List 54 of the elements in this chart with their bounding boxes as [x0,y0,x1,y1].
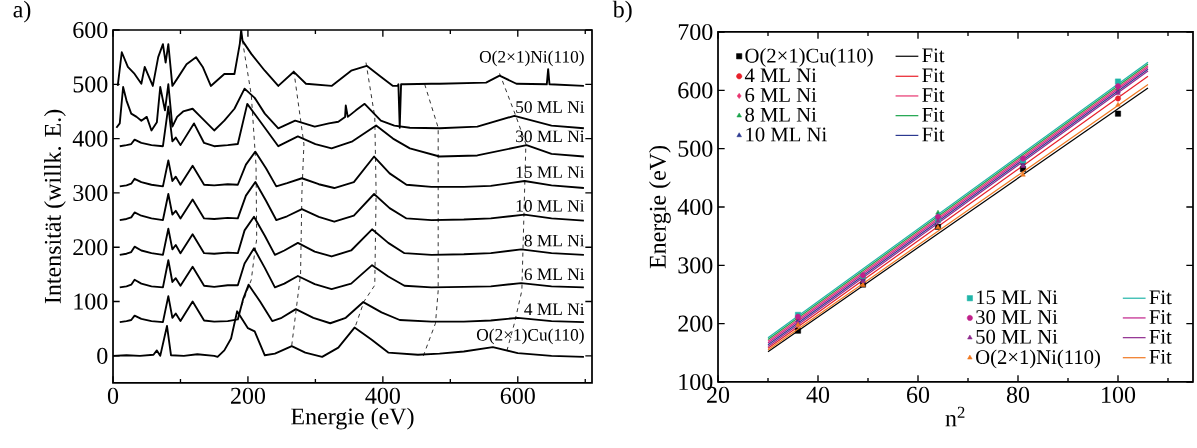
y-tick-label: 100 [74,293,108,310]
y-tick-label: 500 [73,76,108,93]
x-tick-label: 400 [365,387,400,404]
y-tick-label: 500 [678,140,713,157]
y-tick-label: 600 [73,21,108,39]
y-tick-label: 400 [677,198,713,216]
x-axis-title: n$^{2}$ [945,406,965,427]
x-tick-label: 100 [1102,386,1136,403]
legend-label: 50 ML Ni [516,101,585,113]
x-tick-label: 600 [500,387,535,404]
legend-label: 6 ML Ni [745,88,817,102]
x-tick-label: 60 [907,386,930,403]
legend-label: Fit [1149,349,1172,364]
series-label: 15 ML Ni [516,166,585,179]
legend-label: 50 ML Ni [976,329,1058,344]
legend-label: 15 ML Ni [977,290,1058,305]
legend-label: Fit [922,127,945,142]
legend-label: O(2×1)Ni(110) [976,349,1100,369]
legend-label: Fit [922,68,945,83]
series-label: 30 ML Ni [516,130,585,143]
x-tick-label: 200 [230,387,266,404]
y-tick-label: 0 [97,347,108,364]
x-axis-title: Energie (eV) [291,407,414,430]
series-label: O(2×1)Cu(110) [476,328,584,345]
series-label: 8 ML Ni [524,234,585,247]
legend-label: 4 ML Ni [524,303,585,315]
legend-label: Fit [922,107,945,122]
legend-label: Fit [1149,290,1172,305]
y-tick-label: 300 [678,257,713,274]
legend-label: 30 ML Ni [976,310,1058,325]
x-tick-label: 80 [1006,386,1030,403]
legend-label: 4 ML Ni [744,68,817,83]
legend-label: 10 ML Ni [746,127,827,142]
series-label: 6 ML Ni [524,268,585,281]
x-tick-label: 40 [806,386,830,403]
legend-label: O(2×1)Cu(110) [745,48,873,67]
legend-label: 8 ML Ni [745,107,817,122]
y-axis-title: Intensität (willk. E.) [44,109,66,304]
legend-label: Fit [922,48,945,63]
legend-label: 10 ML Ni [516,200,585,212]
y-tick-label: 200 [678,315,713,332]
x-tick-label: 0 [107,387,119,404]
y-tick-label: 300 [73,184,108,201]
legend-label: O(2×1)Ni(110) [479,50,584,67]
y-tick-label: 600 [678,82,713,99]
y-tick-label: 400 [72,130,108,147]
legend-label: Fit [922,88,945,102]
legend-label: Fit [1149,329,1172,344]
y-tick-label: 200 [73,239,108,256]
chart-title: a) [13,0,31,23]
y-axis-title: Energie (eV) [648,145,671,269]
chart-title: b) [612,0,632,23]
legend-label: Fit [1149,310,1172,324]
y-tick-label: 700 [678,23,713,41]
